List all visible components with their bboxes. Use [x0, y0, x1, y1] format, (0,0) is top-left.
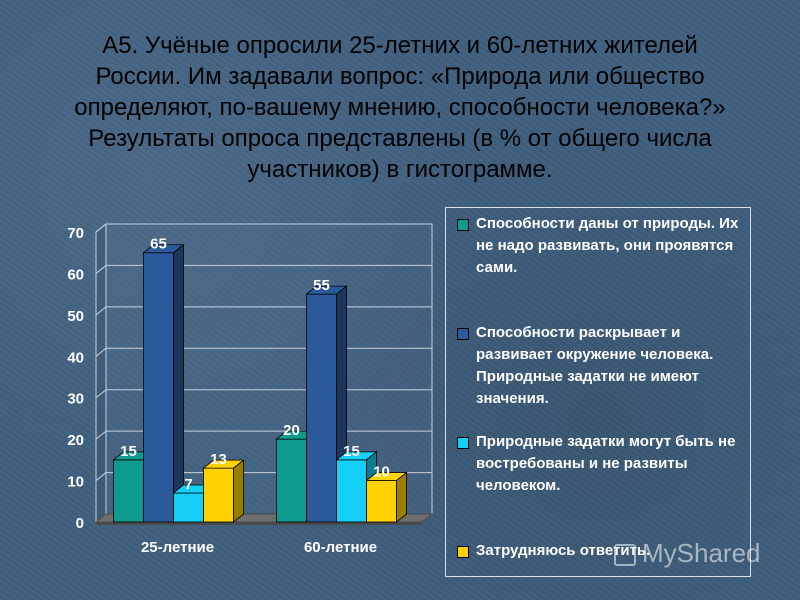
title-line: определяют, по-вашему мнению, способност…: [74, 94, 726, 121]
data-label: 15: [120, 443, 137, 460]
data-label: 7: [184, 476, 192, 493]
legend-item-undecided: Затрудняюсь ответить.: [454, 540, 746, 562]
plot-side-wall: [95, 222, 107, 524]
gridline-side: [95, 223, 107, 233]
legend-swatch: [457, 546, 469, 558]
legend-item-nature: Способности даны от природы. Их не надо …: [454, 213, 746, 279]
title-line: Результаты опроса представлены (в % от о…: [88, 125, 712, 152]
bar: [173, 492, 204, 523]
legend-swatch: [457, 437, 469, 449]
data-label: 13: [210, 451, 227, 468]
data-label: 20: [283, 422, 300, 439]
gridline-side: [95, 347, 107, 357]
slide-title: А5. Учёные опросили 25-летних и 60-летни…: [30, 30, 770, 185]
data-label: 65: [150, 236, 167, 253]
bar: [113, 459, 144, 523]
legend-item-environment: Способности раскрывает и развивает окруж…: [454, 322, 746, 410]
legend-swatch: [457, 219, 469, 231]
y-tick-label: 70: [67, 225, 84, 242]
x-tick-label: 60-летние: [304, 539, 377, 556]
gridline-side: [95, 265, 107, 274]
watermark-text: MyShared: [642, 538, 761, 568]
watermark: MyShared: [614, 538, 761, 569]
bar: [306, 293, 337, 523]
y-tick-label: 30: [67, 391, 84, 408]
bar: [276, 438, 307, 523]
bar-side: [173, 243, 184, 523]
legend-swatch: [457, 328, 469, 340]
bar: [366, 480, 397, 523]
legend-label: Способности раскрывает и развивает окруж…: [476, 324, 714, 407]
title-line: А5. Учёные опросили 25-летних и 60-летни…: [102, 32, 698, 59]
title-line: России. Им задавали вопрос: «Природа или…: [95, 63, 705, 90]
data-label: 15: [343, 443, 360, 460]
y-tick-label: 0: [76, 515, 84, 532]
legend-label: Способности даны от природы. Их не надо …: [476, 215, 739, 276]
legend-label: Природные задатки могут быть не востребо…: [476, 433, 736, 494]
gridline-side: [95, 430, 107, 440]
watermark-logo-icon: [614, 544, 636, 567]
bar: [143, 252, 174, 523]
data-label: 55: [313, 277, 330, 294]
plot-floor-edge: [96, 522, 422, 525]
bar: [336, 459, 367, 523]
title-line: участников) в гистограмме.: [247, 156, 553, 183]
legend-label: Затрудняюсь ответить.: [476, 542, 651, 559]
y-tick-label: 60: [67, 266, 84, 283]
x-tick-label: 25-летние: [141, 539, 214, 556]
gridline-side: [95, 472, 107, 481]
gridline-side: [95, 389, 107, 399]
bar-side: [396, 471, 407, 523]
legend-item-unclaimed: Природные задатки могут быть не востребо…: [454, 431, 746, 497]
chart-legend: Способности даны от природы. Их не надо …: [445, 207, 751, 577]
data-label: 10: [373, 464, 390, 481]
y-tick-label: 10: [67, 474, 84, 491]
y-tick-label: 20: [67, 432, 84, 449]
bar-side: [233, 459, 244, 523]
gridline-side: [95, 306, 107, 316]
y-tick-label: 50: [67, 308, 84, 325]
y-tick-label: 40: [67, 349, 84, 366]
bar: [203, 467, 234, 523]
